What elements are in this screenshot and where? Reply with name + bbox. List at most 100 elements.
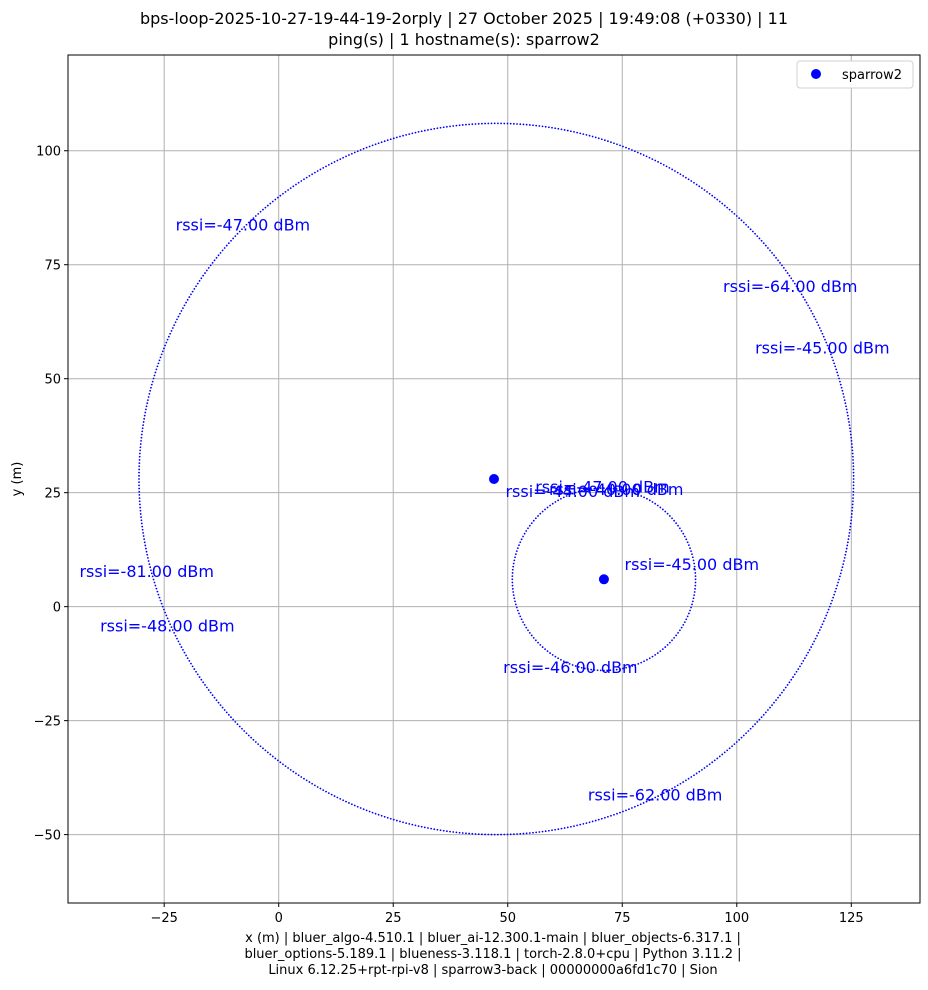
circle-dot xyxy=(694,568,696,571)
rssi-annotation: rssi=-81.00 dBm xyxy=(79,562,213,581)
circle-dot xyxy=(254,215,257,217)
circle-dot xyxy=(640,495,643,497)
circle-dot xyxy=(645,155,648,158)
circle-dot xyxy=(835,587,838,590)
rssi-circle xyxy=(138,122,855,836)
circle-dot xyxy=(395,819,398,822)
circle-dot xyxy=(643,496,645,499)
circle-dot xyxy=(266,204,269,207)
circle-dot xyxy=(215,699,218,702)
circle-dot xyxy=(735,215,738,217)
circle-dot xyxy=(292,185,295,188)
circle-dot xyxy=(169,332,172,335)
circle-dot xyxy=(792,676,794,678)
circle-dot xyxy=(728,208,731,211)
circle-dot xyxy=(506,122,509,125)
circle-dot xyxy=(600,817,603,820)
circle-dot xyxy=(733,743,736,746)
circle-dot xyxy=(619,144,621,147)
circle-dot xyxy=(169,623,172,626)
circle-dot xyxy=(557,499,560,502)
circle-dot xyxy=(176,318,178,321)
circle-dot xyxy=(146,402,149,405)
circle-dot xyxy=(325,165,327,168)
circle-dot xyxy=(209,264,212,267)
circle-dot xyxy=(245,223,248,226)
circle-dot xyxy=(423,129,426,132)
circle-dot xyxy=(152,377,155,380)
circle-dot xyxy=(585,133,588,136)
circle-dot xyxy=(843,399,846,401)
circle-dot xyxy=(167,335,170,338)
circle-dot xyxy=(527,527,529,530)
circle-dot xyxy=(821,332,824,335)
circle-dot xyxy=(287,767,289,769)
circle-dot xyxy=(259,745,262,748)
circle-dot xyxy=(145,405,148,408)
circle-dot xyxy=(622,489,624,492)
circle-dot xyxy=(676,784,679,787)
circle-dot xyxy=(303,777,305,780)
circle-dot xyxy=(693,181,695,184)
x-tick-label: 125 xyxy=(839,911,864,926)
circle-dot xyxy=(353,804,356,807)
circle-dot xyxy=(525,626,528,629)
circle-dot xyxy=(840,569,843,572)
circle-dot xyxy=(511,578,514,581)
circle-dot xyxy=(490,833,493,836)
circle-dot xyxy=(541,510,544,513)
circle-dot xyxy=(585,822,588,825)
circle-dot xyxy=(827,608,830,611)
circle-dot xyxy=(161,350,164,353)
circle-dot xyxy=(170,626,173,629)
circle-dot xyxy=(590,488,593,490)
circle-dot xyxy=(726,749,729,752)
circle-dot xyxy=(695,183,698,186)
circle-dot xyxy=(852,497,854,499)
circle-dot xyxy=(634,664,637,666)
circle-dot xyxy=(247,734,250,737)
circle-dot xyxy=(738,738,741,741)
circle-dot xyxy=(851,455,854,458)
circle-dot xyxy=(574,665,577,667)
circle-dot xyxy=(654,796,657,799)
circle-dot xyxy=(618,668,621,670)
circle-dot xyxy=(848,532,851,534)
circle-dot xyxy=(827,347,830,350)
x-ticks: −25 0 25 50 75 100 125 xyxy=(150,903,864,926)
circle-dot xyxy=(764,244,767,247)
circle-dot xyxy=(452,125,455,127)
circle-dot xyxy=(516,123,518,125)
circle-dot xyxy=(671,639,673,642)
circle-dot xyxy=(646,497,648,500)
circle-dot xyxy=(851,509,854,512)
circle-dot xyxy=(777,259,779,262)
circle-dot xyxy=(668,641,671,644)
circle-dot xyxy=(389,817,392,820)
circle-dot xyxy=(775,256,777,259)
circle-dot xyxy=(846,414,849,417)
circle-dot xyxy=(156,365,159,368)
circle-dot xyxy=(708,763,711,766)
circle-dot xyxy=(579,132,582,135)
circle-dot xyxy=(205,686,208,689)
circle-dot xyxy=(477,833,480,836)
x-tick-label: −25 xyxy=(150,911,177,926)
circle-dot xyxy=(851,446,854,449)
circle-dot xyxy=(852,478,855,480)
circle-dot xyxy=(535,124,538,127)
circle-dot xyxy=(157,362,160,365)
circle-dot xyxy=(342,799,345,802)
circle-dot xyxy=(671,168,674,171)
circle-dot xyxy=(417,131,420,133)
xlabel-line-2: bluer_options-5.189.1 | blueness-3.118.1… xyxy=(244,947,742,962)
circle-dot xyxy=(680,626,683,629)
y-tick-label: 50 xyxy=(44,373,61,388)
circle-dot xyxy=(814,637,817,640)
circle-dot xyxy=(512,122,515,125)
circle-dot xyxy=(151,380,154,383)
circle-dot xyxy=(392,137,395,140)
circle-dot xyxy=(523,532,526,535)
circle-dot xyxy=(723,751,726,754)
circle-dot xyxy=(775,699,777,702)
